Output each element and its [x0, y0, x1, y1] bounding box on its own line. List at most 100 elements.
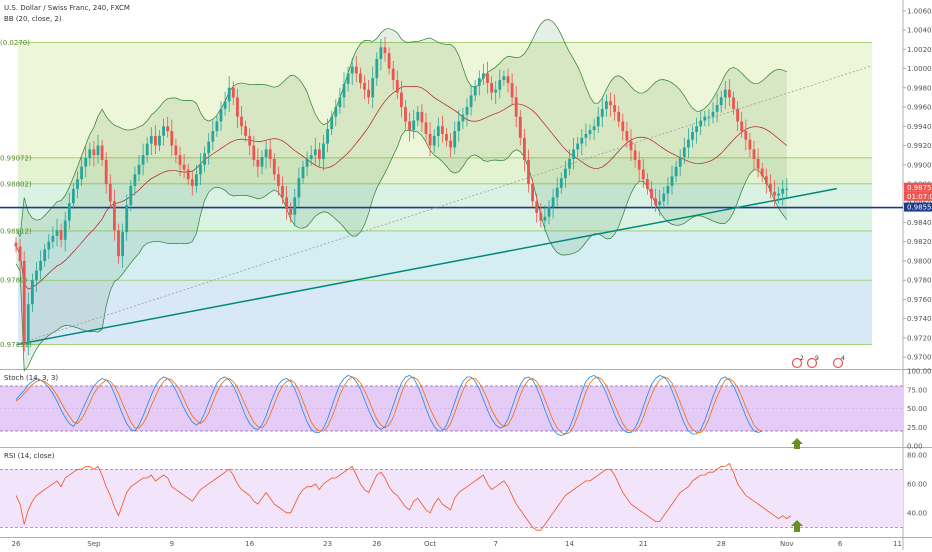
bb-indicator-label[interactable]: BB (20, close, 2)	[4, 15, 62, 23]
rsi-pane[interactable]: 80.00 60.00 40.00 RSI (14, close)	[0, 451, 927, 532]
candle-body	[231, 87, 235, 98]
candle-body	[666, 185, 670, 194]
candle-body	[195, 174, 198, 186]
candle-body	[588, 130, 592, 134]
candle-body	[219, 108, 223, 122]
candle-body	[387, 53, 391, 69]
event-flag-icon[interactable]	[806, 357, 818, 369]
candle-body	[707, 116, 711, 118]
rsi-tick-label: 40.00	[907, 509, 927, 517]
candle-body	[477, 78, 481, 86]
candle-body	[125, 205, 129, 233]
stoch-tick-label: 100.00	[907, 368, 932, 376]
candle-body	[715, 105, 719, 112]
up-arrow-icon	[791, 438, 803, 449]
candle-body	[350, 66, 354, 74]
candle-body	[354, 66, 358, 74]
candle-body	[449, 140, 452, 148]
price-tick-label: 1.00600	[907, 7, 932, 15]
candle-body	[367, 89, 370, 98]
candle-body	[723, 89, 727, 98]
candle-body	[473, 85, 477, 96]
candle-body	[207, 141, 211, 154]
candle-body	[227, 87, 231, 102]
candle-body	[301, 166, 305, 179]
candle-body	[88, 149, 92, 159]
candle-body	[674, 166, 678, 177]
candle-body	[568, 158, 571, 169]
candle-body	[63, 220, 67, 240]
candle-body	[510, 82, 514, 98]
stoch-tick-label: 75.00	[907, 386, 927, 394]
stoch-pane[interactable]: 100.00 75.00 50.00 25.00 0.00 Stoch (14, 3, 3…	[0, 368, 932, 451]
candle-body	[240, 116, 243, 127]
stoch-tick-label: 50.00	[907, 405, 927, 413]
candles	[14, 36, 789, 356]
candle-body	[342, 83, 346, 98]
candle-body	[506, 76, 510, 83]
candle-body	[744, 131, 748, 140]
candle-body	[104, 159, 108, 184]
candle-body	[141, 155, 145, 165]
candle-body	[769, 184, 772, 192]
candle-body	[375, 58, 379, 79]
event-flag-count: 4	[841, 355, 845, 362]
candle-body	[535, 201, 539, 213]
candle-body	[436, 126, 440, 136]
time-axis[interactable]: 26Sep9162326Oct7142128Nov6111825	[12, 540, 932, 548]
candle-body	[268, 149, 272, 159]
candle-body	[662, 193, 666, 202]
candle-body	[338, 97, 342, 108]
candle-body	[133, 174, 137, 186]
support-price-label: 0.98555	[907, 204, 932, 212]
candle-body	[785, 188, 789, 190]
candle-body	[190, 179, 194, 186]
event-flag-icon[interactable]	[791, 357, 803, 369]
event-flag-icon[interactable]	[832, 357, 844, 369]
fib-level-label: (0.0270)	[0, 39, 30, 47]
candle-body	[592, 126, 596, 131]
time-tick-label: 26	[372, 540, 381, 548]
fib-zone	[18, 280, 872, 345]
candle-body	[719, 97, 723, 106]
fib-zone	[18, 157, 872, 184]
candle-body	[174, 145, 178, 156]
candle-body	[76, 179, 79, 189]
candle-body	[641, 169, 645, 180]
candle-body	[309, 155, 313, 159]
stoch-tick-label: 25.00	[907, 424, 927, 432]
candle-body	[600, 108, 604, 117]
candle-body	[391, 68, 395, 81]
candle-body	[469, 95, 473, 108]
event-flags[interactable]: 2 9 4	[791, 355, 846, 369]
time-tick-label: 26	[12, 540, 21, 548]
event-flag-count: 9	[815, 355, 819, 362]
last-price-badge	[904, 182, 932, 192]
candle-body	[490, 82, 493, 93]
candle-body	[461, 114, 465, 122]
candle-body	[445, 133, 448, 141]
candle-body	[740, 121, 744, 132]
candle-body	[498, 80, 502, 90]
candle-body	[416, 111, 420, 121]
time-tick-label: 21	[639, 540, 648, 548]
candle-body	[670, 176, 674, 186]
candle-body	[277, 174, 280, 186]
candle-body	[248, 135, 252, 146]
candle-body	[154, 135, 157, 146]
rising-trendline[interactable]	[15, 187, 837, 346]
candle-body	[695, 126, 698, 133]
candle-body	[305, 158, 309, 167]
time-tick-label: 14	[565, 540, 574, 548]
candle-body	[211, 131, 215, 142]
candle-body	[518, 116, 522, 138]
candle-body	[551, 197, 555, 208]
stoch-title: Stoch (14, 3, 3)	[4, 374, 58, 382]
